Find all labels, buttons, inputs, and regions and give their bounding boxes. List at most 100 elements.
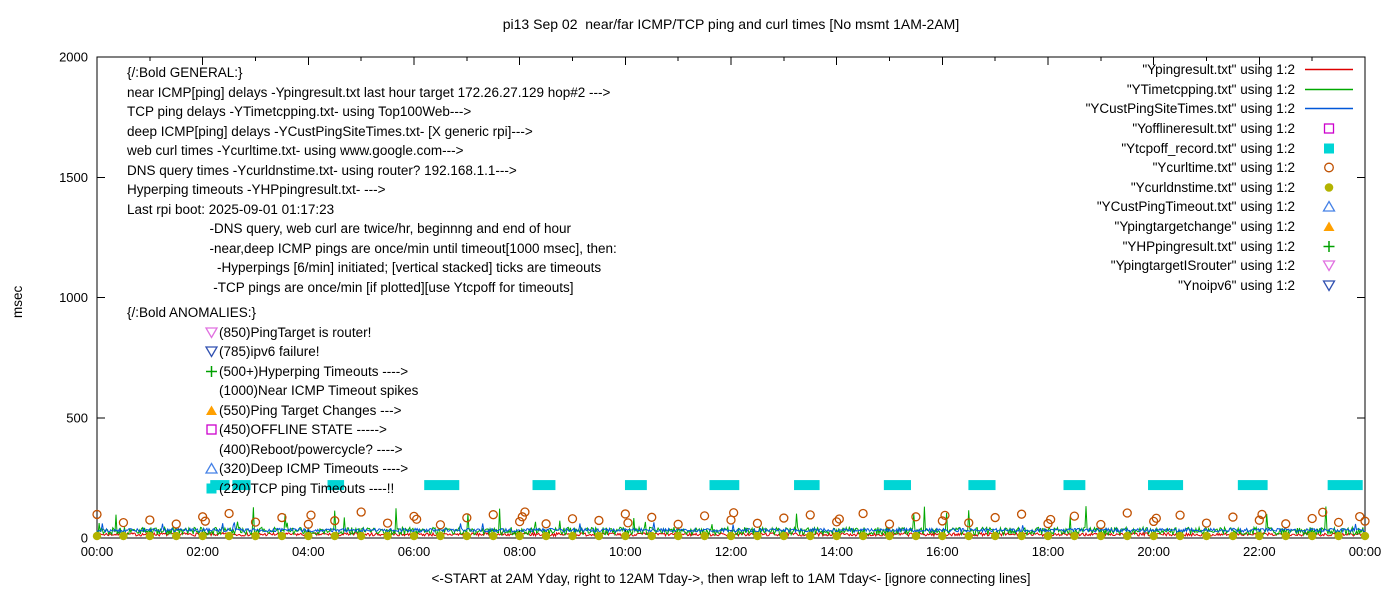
- anomaly-text: (450)OFFLINE STATE ----->: [219, 422, 387, 437]
- triangle-down-open-marker: [204, 346, 218, 359]
- curl-time-point: [699, 511, 710, 521]
- general-line: deep ICMP[ping] delays -YCustPingSiteTim…: [127, 123, 533, 139]
- dns-time-point: [119, 531, 128, 541]
- dns-time-point: [541, 531, 551, 541]
- x-tick-label: 08:00: [503, 544, 536, 559]
- square-filled-marker: [206, 483, 216, 494]
- dns-time-point: [1096, 531, 1106, 541]
- y-tick-label: 0: [81, 531, 88, 546]
- legend-marker-cell: [1300, 278, 1358, 293]
- general-annotations: {/:Bold GENERAL:} near ICMP[ping] delays …: [127, 63, 617, 297]
- anomaly-line: (320)Deep ICMP Timeouts ---->: [127, 459, 418, 479]
- legend-marker-cell: [1300, 199, 1358, 214]
- curl-time-point: [1281, 519, 1291, 529]
- x-tick-label: 04:00: [292, 544, 325, 559]
- legend-marker-cell: [1300, 239, 1358, 254]
- dns-time-point: [964, 531, 973, 541]
- dns-time-point: [1255, 531, 1264, 541]
- curl-time-point: [92, 509, 102, 520]
- curl-time-point: [145, 515, 155, 525]
- dns-time-point: [1360, 531, 1370, 541]
- dns-time-point: [726, 531, 736, 541]
- curl-time-point: [937, 516, 947, 526]
- tcp-timeout-bar: [424, 480, 460, 491]
- dns-time-point: [224, 531, 234, 541]
- dns-time-point: [1228, 531, 1238, 541]
- anomaly-marker-cell: [203, 461, 219, 476]
- legend-marker-cell: [1300, 258, 1358, 273]
- legend: "Ypingresult.txt" using 1:2 "YTimetcpping…: [1086, 60, 1358, 295]
- anomaly-text: (785)ipv6 failure!: [219, 344, 320, 359]
- y-tick-label: 1500: [59, 170, 88, 185]
- anomalies-header: {/:Bold ANOMALIES:}: [127, 305, 257, 320]
- curl-time-point: [752, 518, 763, 528]
- anomaly-line: (785)ipv6 failure!: [127, 342, 418, 362]
- curl-time-point: [356, 507, 366, 517]
- curl-time-point: [250, 517, 261, 527]
- curl-time-point: [647, 512, 657, 522]
- legend-label: "Ynoipv6" using 1:2: [1178, 277, 1295, 293]
- x-tick-label: 06:00: [398, 544, 431, 559]
- curl-time-point: [306, 510, 316, 520]
- triangle-filled-marker: [1323, 221, 1335, 232]
- general-line: web curl times -Ycurltime.txt- using www…: [127, 143, 464, 158]
- anomaly-marker-cell: [203, 344, 219, 359]
- anomaly-text: (400)Reboot/powercycle? ---->: [219, 441, 403, 457]
- legend-marker-cell: [1300, 101, 1358, 116]
- curl-time-point: [940, 510, 950, 521]
- curl-time-point: [1045, 514, 1056, 525]
- tcp-timeout-bar: [210, 480, 230, 491]
- x-tick-label: 00:00: [1349, 544, 1382, 559]
- curl-time-point: [1201, 518, 1212, 528]
- legend-marker-cell: [1300, 141, 1358, 156]
- curl-time-point: [1355, 511, 1365, 522]
- legend-label: "YCustPingTimeout.txt" using 1:2: [1096, 199, 1295, 215]
- curl-time-point: [330, 516, 340, 526]
- tcp-timeout-bar: [794, 480, 820, 491]
- anomaly-line: (400)Reboot/powercycle? ---->: [127, 440, 418, 460]
- curl-time-point: [409, 511, 419, 522]
- curl-time-point: [858, 508, 868, 519]
- line-marker: [1305, 69, 1353, 71]
- legend-marker-cell: [1300, 180, 1358, 195]
- anomaly-line: (550)Ping Target Changes --->: [127, 401, 418, 421]
- tcp-timeout-bar: [532, 480, 556, 491]
- curl-time-point: [884, 519, 895, 529]
- legend-entry: "YTimetcpping.txt" using 1:2: [1086, 80, 1358, 100]
- curl-time-point: [171, 519, 181, 529]
- circle-filled-marker: [1324, 183, 1334, 192]
- legend-entry: "Yofflineresult.txt" using 1:2: [1086, 119, 1358, 139]
- dns-time-point: [990, 531, 1000, 541]
- dns-time-point: [462, 531, 472, 541]
- tcp-timeout-bar: [1327, 480, 1363, 491]
- legend-label: "Yofflineresult.txt" using 1:2: [1132, 121, 1295, 137]
- tcp-timeout-bar: [709, 480, 740, 491]
- legend-label: "YCustPingSiteTimes.txt" using 1:2: [1085, 101, 1295, 117]
- anomaly-text: (850)PingTarget is router!: [219, 324, 372, 340]
- dns-time-point: [436, 531, 445, 541]
- curl-time-point: [382, 518, 393, 528]
- x-tick-label: 10:00: [609, 544, 642, 559]
- dns-time-point: [1334, 531, 1343, 541]
- curl-time-point: [200, 516, 210, 526]
- general-line: TCP ping delays -YTimetcpping.txt- using…: [127, 104, 472, 119]
- curl-time-point: [1096, 519, 1106, 530]
- triangle-open-marker: [204, 462, 218, 474]
- dns-time-point: [594, 531, 604, 541]
- anomaly-marker-cell: [203, 442, 219, 457]
- curl-time-point: [541, 519, 551, 529]
- dns-time-point: [673, 531, 683, 541]
- legend-marker-cell: [1300, 62, 1358, 77]
- anomaly-line: (450)OFFLINE STATE ----->: [127, 420, 418, 440]
- dns-time-point: [330, 531, 339, 541]
- dns-time-point: [647, 531, 656, 541]
- anomaly-line: (850)PingTarget is router!: [127, 323, 418, 343]
- legend-entry: "Ypingresult.txt" using 1:2: [1086, 60, 1358, 80]
- curl-time-point: [1307, 513, 1317, 524]
- anomaly-text: (550)Ping Target Changes --->: [219, 402, 402, 418]
- legend-entry: "Ynoipv6" using 1:2: [1086, 276, 1358, 296]
- general-line: -Hyperpings [6/min] initiated; [vertical…: [127, 260, 602, 275]
- x-axis-label: <-START at 2AM Yday, right to 12AM Tday-…: [431, 571, 1031, 586]
- dns-time-point: [858, 531, 868, 541]
